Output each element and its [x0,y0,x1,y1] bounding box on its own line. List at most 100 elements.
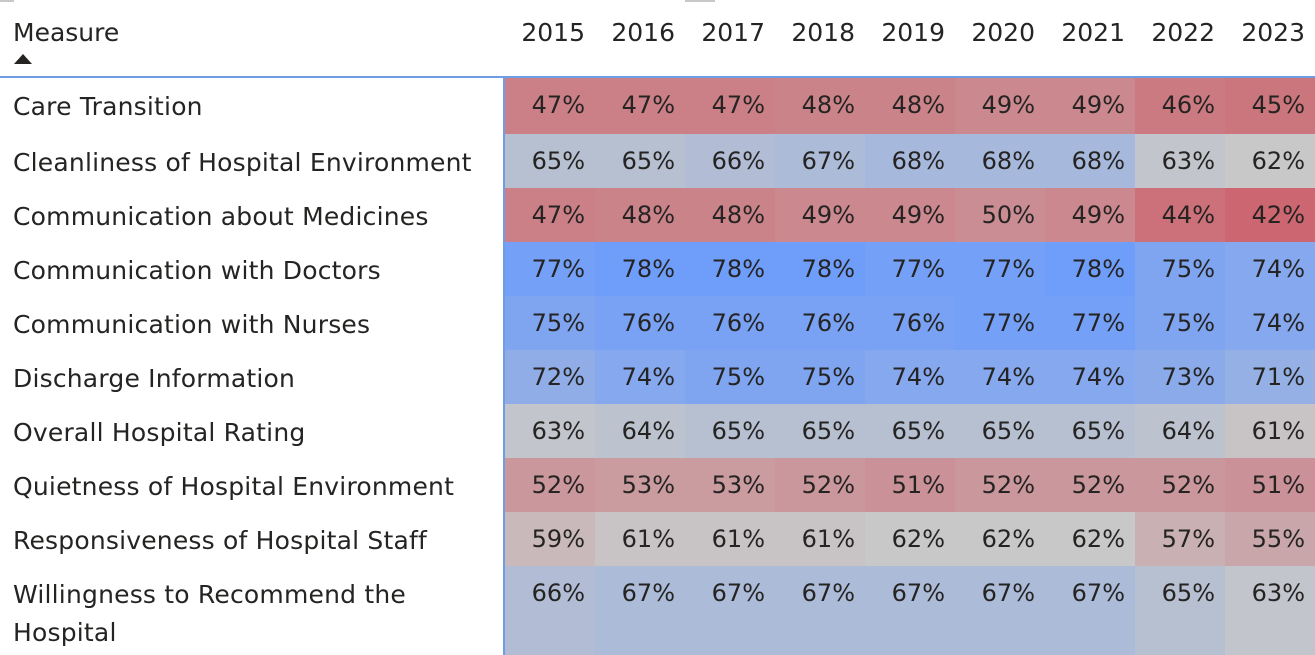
heatmap-cell[interactable]: 61% [1225,404,1315,458]
heatmap-cell[interactable]: 68% [955,134,1045,188]
heatmap-cell[interactable]: 67% [775,566,865,655]
year-header-2019[interactable]: 2019 [881,18,945,47]
heatmap-cell[interactable]: 68% [865,134,955,188]
heatmap-cell[interactable]: 75% [775,350,865,404]
heatmap-cell[interactable]: 49% [865,188,955,242]
heatmap-cell[interactable]: 48% [595,188,685,242]
heatmap-cell[interactable]: 68% [1045,134,1135,188]
heatmap-cell[interactable]: 65% [685,404,775,458]
heatmap-cell[interactable]: 61% [775,512,865,566]
heatmap-cell[interactable]: 55% [1225,512,1315,566]
heatmap-cell[interactable]: 45% [1225,78,1315,134]
heatmap-cell[interactable]: 62% [955,512,1045,566]
year-header-2016[interactable]: 2016 [611,18,675,47]
heatmap-cell[interactable]: 75% [1135,296,1225,350]
heatmap-cell[interactable]: 47% [595,78,685,134]
heatmap-cell[interactable]: 49% [1045,78,1135,134]
heatmap-cell[interactable]: 65% [955,404,1045,458]
heatmap-cell[interactable]: 63% [505,404,595,458]
heatmap-cell[interactable]: 77% [505,242,595,296]
heatmap-cell[interactable]: 74% [955,350,1045,404]
heatmap-cell[interactable]: 67% [1045,566,1135,655]
heatmap-cell[interactable]: 53% [595,458,685,512]
heatmap-cell[interactable]: 67% [595,566,685,655]
heatmap-cell[interactable]: 52% [505,458,595,512]
heatmap-cell[interactable]: 75% [1135,242,1225,296]
heatmap-cell[interactable]: 62% [1045,512,1135,566]
year-header-2022[interactable]: 2022 [1151,18,1215,47]
heatmap-cell[interactable]: 51% [1225,458,1315,512]
heatmap-cell[interactable]: 66% [505,566,595,655]
heatmap-cell[interactable]: 76% [685,296,775,350]
heatmap-cell[interactable]: 63% [1225,566,1315,655]
heatmap-cell[interactable]: 77% [955,296,1045,350]
heatmap-cell[interactable]: 77% [865,242,955,296]
heatmap-cell[interactable]: 74% [865,350,955,404]
sort-ascending-icon[interactable] [14,54,32,64]
year-header-2015[interactable]: 2015 [521,18,585,47]
heatmap-cell[interactable]: 78% [1045,242,1135,296]
heatmap-cell[interactable]: 52% [775,458,865,512]
heatmap-cell[interactable]: 67% [955,566,1045,655]
heatmap-cell[interactable]: 53% [685,458,775,512]
heatmap-cell[interactable]: 74% [595,350,685,404]
heatmap-cell[interactable]: 75% [505,296,595,350]
heatmap-cell[interactable]: 52% [1045,458,1135,512]
heatmap-cell[interactable]: 46% [1135,78,1225,134]
heatmap-cell[interactable]: 63% [1135,134,1225,188]
heatmap-cell[interactable]: 73% [1135,350,1225,404]
heatmap-cell[interactable]: 49% [1045,188,1135,242]
measure-column-header[interactable]: Measure [13,18,120,47]
heatmap-cell[interactable]: 42% [1225,188,1315,242]
heatmap-cell[interactable]: 47% [505,78,595,134]
heatmap-cell[interactable]: 72% [505,350,595,404]
heatmap-cell[interactable]: 50% [955,188,1045,242]
heatmap-cell[interactable]: 48% [685,188,775,242]
heatmap-cell[interactable]: 74% [1225,242,1315,296]
heatmap-cell[interactable]: 66% [685,134,775,188]
heatmap-cell[interactable]: 64% [1135,404,1225,458]
heatmap-cell[interactable]: 71% [1225,350,1315,404]
heatmap-cell[interactable]: 65% [505,134,595,188]
heatmap-cell[interactable]: 74% [1225,296,1315,350]
heatmap-cell[interactable]: 76% [775,296,865,350]
heatmap-cell[interactable]: 75% [685,350,775,404]
heatmap-cell[interactable]: 67% [685,566,775,655]
heatmap-cell[interactable]: 57% [1135,512,1225,566]
heatmap-cell[interactable]: 78% [685,242,775,296]
heatmap-cell[interactable]: 44% [1135,188,1225,242]
year-header-2017[interactable]: 2017 [701,18,765,47]
heatmap-cell[interactable]: 78% [775,242,865,296]
heatmap-cell[interactable]: 74% [1045,350,1135,404]
heatmap-cell[interactable]: 47% [685,78,775,134]
heatmap-cell[interactable]: 65% [1135,566,1225,655]
heatmap-cell[interactable]: 65% [1045,404,1135,458]
heatmap-cell[interactable]: 52% [955,458,1045,512]
heatmap-cell[interactable]: 64% [595,404,685,458]
heatmap-cell[interactable]: 49% [955,78,1045,134]
heatmap-cell[interactable]: 78% [595,242,685,296]
heatmap-cell[interactable]: 65% [865,404,955,458]
heatmap-cell[interactable]: 52% [1135,458,1225,512]
heatmap-cell[interactable]: 59% [505,512,595,566]
heatmap-cell[interactable]: 62% [865,512,955,566]
heatmap-cell[interactable]: 61% [595,512,685,566]
heatmap-cell[interactable]: 62% [1225,134,1315,188]
heatmap-cell[interactable]: 49% [775,188,865,242]
heatmap-cell[interactable]: 65% [775,404,865,458]
heatmap-cell[interactable]: 48% [775,78,865,134]
heatmap-cell[interactable]: 65% [595,134,685,188]
year-header-2023[interactable]: 2023 [1241,18,1305,47]
heatmap-cell[interactable]: 76% [865,296,955,350]
heatmap-cell[interactable]: 48% [865,78,955,134]
heatmap-cell[interactable]: 67% [775,134,865,188]
heatmap-cell[interactable]: 76% [595,296,685,350]
heatmap-cell[interactable]: 47% [505,188,595,242]
year-header-2020[interactable]: 2020 [971,18,1035,47]
year-header-2021[interactable]: 2021 [1061,18,1125,47]
heatmap-cell[interactable]: 51% [865,458,955,512]
heatmap-cell[interactable]: 61% [685,512,775,566]
heatmap-cell[interactable]: 77% [955,242,1045,296]
heatmap-cell[interactable]: 77% [1045,296,1135,350]
heatmap-cell[interactable]: 67% [865,566,955,655]
